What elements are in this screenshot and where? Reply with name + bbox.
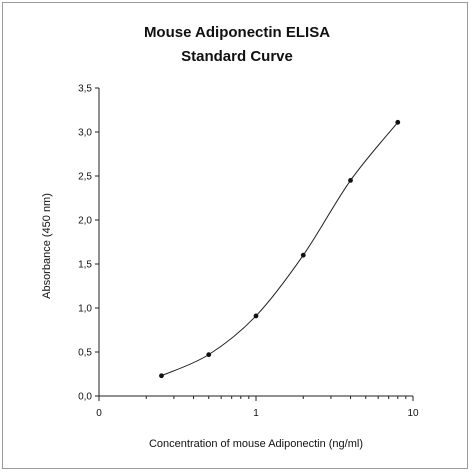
data-point <box>253 313 259 319</box>
y-tick-label: 0,0 <box>78 392 92 403</box>
y-tick-label: 1,5 <box>78 260 92 271</box>
y-tick-label: 0,5 <box>78 348 92 359</box>
plot-area: 0,0 0,5 1,0 1,5 2,0 2,5 3,0 3,5 0 1 10 <box>78 84 419 420</box>
y-tick-label: 3,0 <box>78 128 92 139</box>
data-point <box>395 119 401 125</box>
data-point <box>159 373 164 379</box>
y-tick-label: 1,0 <box>78 304 92 315</box>
y-tick-label: 2,0 <box>78 216 92 227</box>
data-point <box>300 252 306 258</box>
chart-frame <box>2 2 468 469</box>
y-axis-label: Absorbance (450 nm) <box>41 193 53 299</box>
chart-title: Mouse Adiponectin ELISA <box>144 24 330 41</box>
data-point <box>206 352 212 358</box>
x-tick-label: 10 <box>407 408 419 419</box>
series-line <box>161 122 399 377</box>
y-tick-label: 3,5 <box>78 84 92 95</box>
x-tick-label: 0 <box>96 408 102 419</box>
chart-subtitle: Standard Curve <box>181 48 293 65</box>
x-axis-label: Concentration of mouse Adiponectin (ng/m… <box>149 438 363 450</box>
y-tick-label: 2,5 <box>78 172 92 183</box>
x-tick-label: 1 <box>253 408 259 419</box>
data-point <box>348 178 353 183</box>
